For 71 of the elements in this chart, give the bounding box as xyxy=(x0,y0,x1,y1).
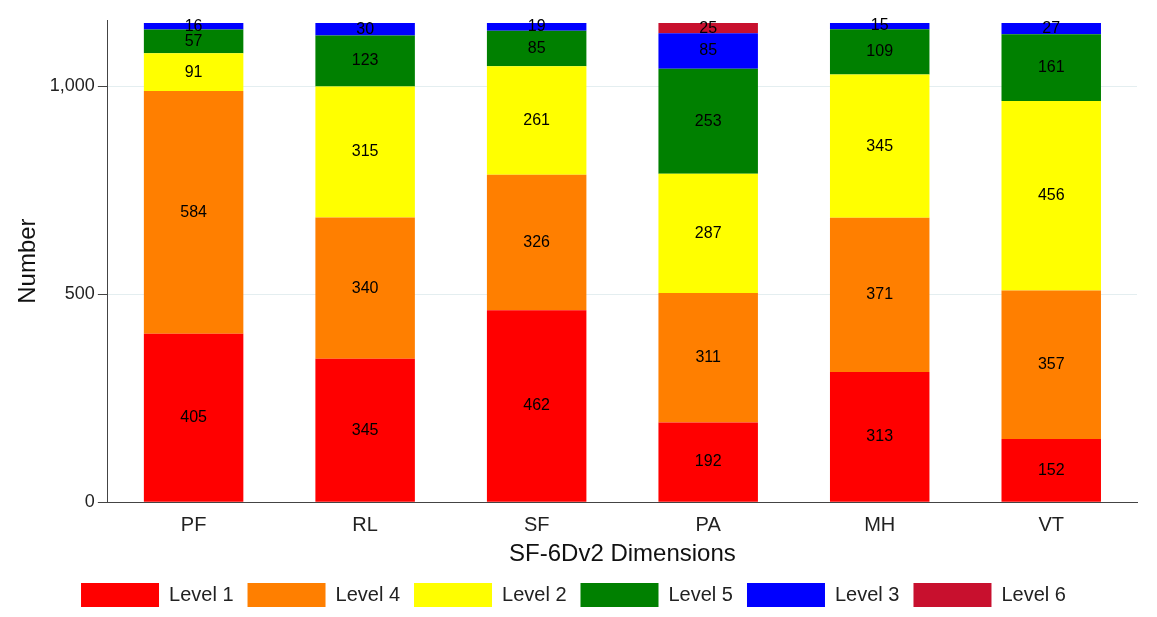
bar xyxy=(829,372,930,502)
bar xyxy=(143,91,244,334)
data-label: 326 xyxy=(523,232,551,250)
bar xyxy=(143,53,244,92)
bar xyxy=(1001,290,1101,440)
data-label: 340 xyxy=(351,278,379,296)
data-label: 152 xyxy=(1037,460,1065,478)
bar xyxy=(143,29,244,54)
x-tick-label: PA xyxy=(695,512,722,535)
data-label: 85 xyxy=(527,38,546,56)
legend-label: Level 2 xyxy=(502,582,567,605)
data-label: 253 xyxy=(694,111,722,129)
bar xyxy=(1001,22,1101,35)
legend-label: Level 3 xyxy=(834,582,900,605)
data-label: 345 xyxy=(866,136,894,154)
bar xyxy=(486,66,587,175)
bar xyxy=(658,68,758,174)
bar xyxy=(658,422,758,502)
y-tick-label: 0 xyxy=(84,491,95,512)
data-label: 456 xyxy=(1037,186,1065,204)
x-tick-label: VT xyxy=(1038,512,1065,535)
data-label: 313 xyxy=(866,427,894,445)
bar xyxy=(315,217,415,359)
bar xyxy=(143,333,244,502)
data-label: 345 xyxy=(351,420,379,438)
bar xyxy=(829,29,930,75)
bar xyxy=(1001,34,1101,102)
legend-label: Level 5 xyxy=(668,582,733,605)
data-label: 287 xyxy=(694,223,722,241)
y-tick-label: 1,000 xyxy=(49,75,95,96)
bar xyxy=(1001,101,1101,291)
x-axis-title: SF-6Dv2 Dimensions xyxy=(509,539,736,567)
bar xyxy=(486,174,587,311)
bar xyxy=(658,173,758,294)
x-tick-label: RL xyxy=(352,512,378,535)
data-label: 91 xyxy=(184,62,203,80)
data-label: 109 xyxy=(866,42,894,60)
data-label: 462 xyxy=(523,396,551,414)
data-label: 25 xyxy=(699,18,718,36)
bar xyxy=(658,33,758,69)
data-label: 405 xyxy=(180,408,208,426)
data-label: 371 xyxy=(866,285,894,303)
data-label: 192 xyxy=(694,452,722,470)
bar xyxy=(315,86,415,218)
bar xyxy=(829,74,930,218)
legend-label: Level 6 xyxy=(1001,582,1066,605)
bar xyxy=(486,30,587,67)
bar xyxy=(658,293,758,423)
data-label: 261 xyxy=(523,110,551,128)
y-tick-label: 500 xyxy=(64,283,95,304)
x-tick-label: MH xyxy=(864,512,896,535)
data-label: 357 xyxy=(1037,355,1065,373)
data-label: 161 xyxy=(1037,58,1065,75)
x-tick-label: SF xyxy=(523,512,550,535)
legend-label: Level 1 xyxy=(169,582,234,605)
data-label: 85 xyxy=(699,41,718,59)
data-label: 584 xyxy=(180,202,208,220)
bar xyxy=(1001,439,1101,502)
data-label: 123 xyxy=(351,51,379,69)
x-tick-label: PF xyxy=(180,512,207,535)
y-axis-title: Number xyxy=(13,218,41,304)
data-label: 27 xyxy=(1042,18,1061,36)
bar xyxy=(315,35,415,87)
data-label: 57 xyxy=(184,31,203,49)
bar xyxy=(829,217,930,373)
data-label: 315 xyxy=(351,142,379,160)
data-label: 30 xyxy=(356,19,375,37)
bar xyxy=(486,310,587,502)
bar xyxy=(315,358,415,502)
legend-label: Level 4 xyxy=(335,582,401,605)
data-label: 311 xyxy=(695,348,722,366)
